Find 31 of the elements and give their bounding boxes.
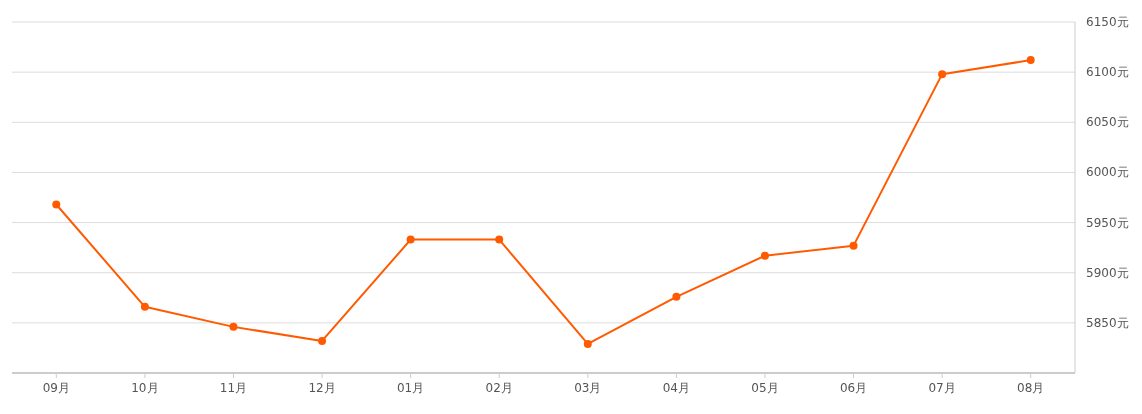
x-tick-label: 11月 — [219, 381, 248, 395]
y-tick-label: 5950元 — [1086, 215, 1129, 230]
y-tick-label: 6100元 — [1086, 65, 1129, 80]
y-tick-label: 6050元 — [1086, 115, 1129, 130]
x-tick-label: 12月 — [308, 381, 336, 395]
point — [229, 322, 238, 331]
x-tick-label: 10月 — [131, 381, 159, 395]
x-tick-label: 05月 — [751, 381, 779, 395]
x-tick-label: 03月 — [574, 381, 602, 395]
x-tick-label: 07月 — [928, 381, 956, 395]
x-tick-label: 01月 — [396, 381, 425, 395]
x-tick-label: 06月 — [839, 381, 868, 395]
point — [938, 70, 947, 79]
point — [1026, 56, 1035, 65]
point — [583, 339, 592, 348]
point — [672, 292, 681, 301]
point — [406, 235, 415, 244]
point — [495, 235, 504, 244]
point — [849, 241, 858, 250]
point — [52, 200, 61, 209]
point — [140, 302, 149, 311]
y-tick-label: 6000元 — [1086, 165, 1129, 180]
x-tick-label: 09月 — [42, 381, 70, 395]
point — [318, 336, 327, 345]
x-tick-label: 02月 — [485, 381, 513, 395]
y-tick-label: 5850元 — [1086, 315, 1129, 330]
point — [760, 251, 769, 260]
x-tick-label: 08月 — [1017, 381, 1045, 395]
y-tick-label: 5900元 — [1086, 265, 1129, 280]
x-tick-label: 04月 — [662, 381, 691, 395]
y-tick-label: 6150元 — [1086, 15, 1129, 29]
